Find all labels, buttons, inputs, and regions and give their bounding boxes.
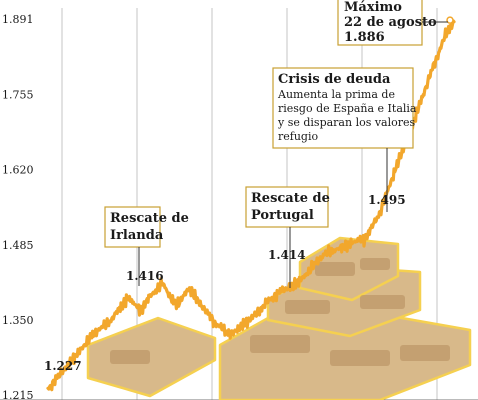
y-tick-label: 1.755 <box>2 89 34 102</box>
annotation-box-portugal <box>245 186 329 228</box>
y-tick-label: 1.350 <box>2 314 34 327</box>
annotation-body-crisis: Aumenta la prima de <box>277 88 395 101</box>
y-tick-label: 1.891 <box>2 13 34 26</box>
y-tick-label: 1.485 <box>2 239 34 252</box>
value-label-crisis: 1.495 <box>368 193 406 207</box>
gold-bar-shade <box>315 262 355 276</box>
annotation-title-crisis: Crisis de deuda <box>278 72 391 87</box>
annotation-title-irlanda: Irlanda <box>110 228 164 243</box>
gold-bar <box>86 316 217 398</box>
annotation-title-maximo: 1.886 <box>344 30 385 45</box>
gold-bar-shade <box>360 258 390 270</box>
annotation-body-crisis: refugio <box>278 130 318 143</box>
gold-bar-shade <box>360 295 405 309</box>
annotation-box-maximo <box>337 0 423 46</box>
annotation-title-irlanda: Rescate de <box>110 211 189 226</box>
gold-bars-illustration <box>86 236 472 400</box>
price-line-path <box>46 19 456 392</box>
annotation-body-crisis: riesgo de España e Italia <box>278 102 417 115</box>
y-tick-label: 1.620 <box>2 164 34 177</box>
annotation-body-crisis: y se disparan los valores <box>277 116 416 129</box>
gold-bar-shade <box>400 345 450 361</box>
value-label-start: 1.227 <box>44 359 82 373</box>
gold-bar-shade <box>110 350 150 364</box>
annotation-box-irlanda <box>104 206 161 248</box>
annotation-title-maximo: Máximo <box>344 0 402 15</box>
y-tick-label: 1.215 <box>2 389 34 400</box>
price-line <box>46 16 456 392</box>
y-axis-ticks: 1.891 1.755 1.620 1.485 1.350 1.215 <box>2 13 34 400</box>
annotation-title-portugal: Portugal <box>251 208 314 223</box>
gold-bar-shade <box>285 300 330 314</box>
annotation-box-crisis <box>272 67 414 149</box>
value-label-portugal: 1.414 <box>268 248 306 262</box>
annotation-title-portugal: Rescate de <box>251 191 330 206</box>
value-label-irlanda: 1.416 <box>126 269 164 283</box>
gold-bar-shade <box>330 350 390 366</box>
gold-bar-shade <box>250 335 310 353</box>
max-marker <box>446 16 454 24</box>
annotations: Rescate de Irlanda 1.416 Rescate de Portugal… <box>44 0 448 373</box>
annotation-title-maximo: 22 de agosto <box>344 15 437 30</box>
